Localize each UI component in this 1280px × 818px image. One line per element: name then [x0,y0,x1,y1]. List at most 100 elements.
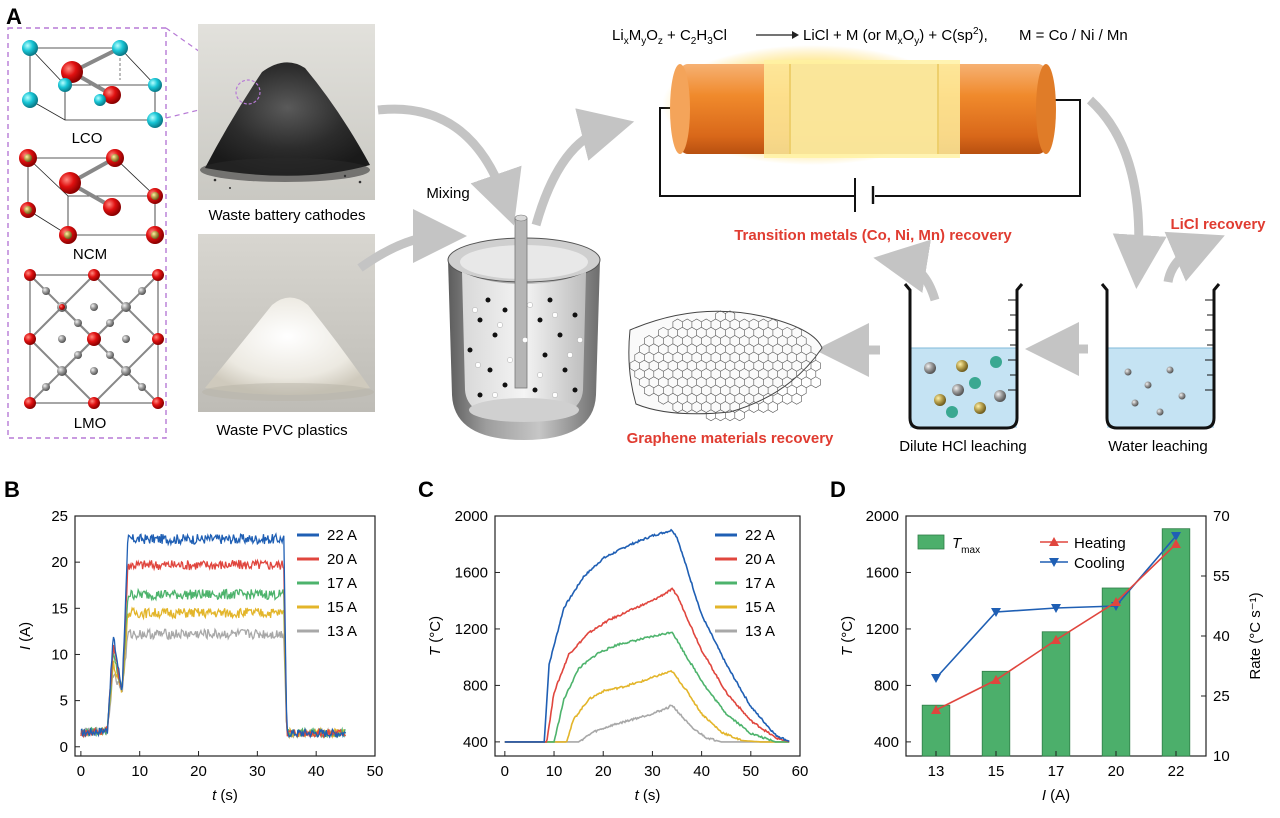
panel-c-letter: C [418,477,434,502]
reaction-equation: LixMyOz + C2H3Cl [612,27,727,47]
dilute-hcl-label: Dilute HCl leaching [899,438,1027,455]
transition-metals-label: Transition metals (Co, Ni, Mn) recovery [734,227,1012,244]
marker-heating [1111,597,1121,606]
bar-tmax-15 [981,670,1011,757]
y-axis-label: T (°C) [839,616,856,656]
x-axis-label: t (s) [635,787,661,804]
series-line-22A [80,532,347,739]
legend-label: 15 A [327,599,357,616]
y-tick-label: 1200 [455,621,488,638]
arrow-cathode-to-mixer [377,104,522,226]
x-tick-label: 20 [190,763,207,780]
hcl-leaching-beaker [903,283,1024,430]
x-tick-label: 30 [644,763,661,780]
arrow-furnace-to-water [1086,96,1167,289]
x-tick-label: 20 [1108,763,1125,780]
y-tick-label: 2000 [866,508,899,525]
lco-lattice [22,40,163,128]
x-axis-unit: (A) [1046,787,1070,804]
x-axis-variable: I [1042,787,1046,804]
series-group [504,528,790,743]
marker-cooling [1051,604,1061,613]
panel-a: A LCO [6,4,1266,455]
legend-tmax-sub: max [961,545,980,556]
legend-label: 15 A [745,599,775,616]
bar-tmax-20 [1101,587,1131,757]
lmo-lattice [24,269,164,409]
mixing-label: Mixing [426,185,469,202]
panel-b-letter: B [4,477,20,502]
y-tick-label: 15 [51,600,68,617]
arrow-licl-recovery [1163,231,1225,283]
ncm-label: NCM [73,246,107,263]
crystal-structure-box [7,27,167,439]
series-line-17A [80,587,346,739]
y-tick-label: 5 [60,693,68,710]
x-tick-label: 10 [546,763,563,780]
y-axis-variable: T [427,645,444,656]
reaction-products: LiCl + M (or MxOy) + C(sp2), [803,26,988,47]
y-right-tick-label: 55 [1213,568,1230,585]
y-tick-label: 800 [874,677,899,694]
bar-tmax-22 [1161,528,1191,757]
y-tick-label: 25 [51,508,68,525]
y-axis-label: T (°C) [427,616,444,656]
x-axis-variable: t [212,787,217,804]
legend-label: 22 A [745,527,775,544]
marker-cooling [1171,532,1181,541]
series-line-20A [80,558,346,739]
arrow-pvc-to-mixer [357,209,467,272]
x-tick-label: 17 [1048,763,1065,780]
marker-cooling [931,674,941,683]
reaction-arrowhead [792,31,799,39]
licl-recovery-label: LiCl recovery [1170,216,1266,233]
y-tick-label: 800 [463,677,488,694]
marker-heating [931,705,941,714]
legend-tmax-symbol: T [952,535,963,552]
water-leaching-label: Water leaching [1108,438,1208,455]
panel-b: B 0 10 20 30 40 50 0 5 10 15 20 25 t (s) I (A) 22 A 20 … [4,477,383,804]
x-tick-label: 40 [693,763,710,780]
legend-label: 13 A [745,623,775,640]
chart-tmax-rate: 400 800 1200 1600 2000 10 25 40 55 70 13 15 17 20 22 I … [839,508,1264,804]
ncm-lattice [19,149,164,244]
waste-cathodes-label: Waste battery cathodes [208,207,365,224]
marker-heating [1051,635,1061,644]
x-tick-label: 20 [595,763,612,780]
x-axis-label: I (A) [1042,787,1070,804]
legend-label: 22 A [327,527,357,544]
y-right-tick-label: 70 [1213,508,1230,525]
legend-label: 17 A [745,575,775,592]
graphene-sheet [628,310,823,422]
arrow-mixer-to-furnace [531,108,635,227]
y-axis-unit: (°C) [839,616,856,647]
marker-heating [991,675,1001,684]
x-axis-label: t (s) [212,787,238,804]
series-line-17A [504,631,790,743]
y-tick-label: 2000 [455,508,488,525]
lmo-label: LMO [74,415,107,432]
graphene-recovery-label: Graphene materials recovery [627,430,834,447]
legend-label-cooling: Cooling [1074,555,1125,572]
x-axis-variable: t [635,787,640,804]
y-tick-label: 400 [463,734,488,751]
pvc-powder-photo [198,234,375,412]
y-axis-variable: I [17,646,34,650]
series-line-15A [80,606,347,740]
y-axis-variable: T [839,645,856,656]
x-tick-label: 40 [308,763,325,780]
legend-label: 20 A [745,551,775,568]
waste-pvc-label: Waste PVC plastics [216,422,347,439]
x-tick-label: 60 [792,763,809,780]
legend-label: 20 A [327,551,357,568]
legend-label: 17 A [327,575,357,592]
marker-cooling [991,608,1001,617]
x-tick-label: 50 [367,763,384,780]
legend-label: 13 A [327,623,357,640]
y-axis-unit: (A) [17,622,34,646]
y-tick-label: 10 [51,646,68,663]
y-right-tick-label: 40 [1213,628,1230,645]
lco-label: LCO [72,130,103,147]
series-line-22A [504,528,790,743]
